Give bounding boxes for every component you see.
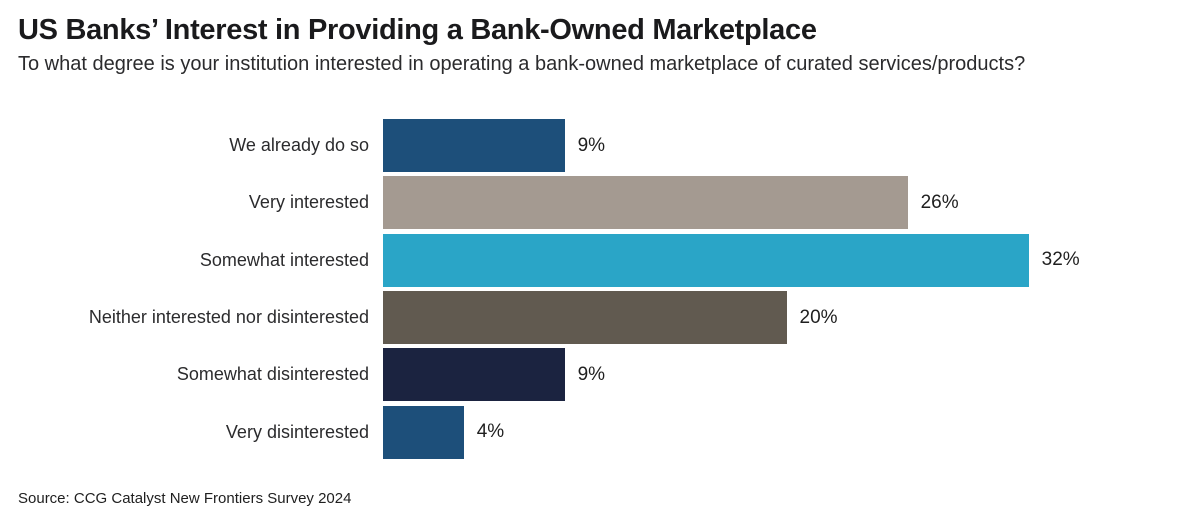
category-label: Neither interested nor disinterested: [88, 307, 369, 328]
bar-chart: We already do so 9% Very interested 26% …: [0, 117, 1200, 461]
bar: [383, 405, 464, 459]
bar-row: Very interested 26%: [0, 174, 1200, 231]
bar: [383, 348, 565, 402]
value-label: 32%: [1041, 249, 1080, 271]
bar-track: 9%: [383, 119, 1180, 173]
value-label: 20%: [799, 306, 838, 328]
chart-subtitle: To what degree is your institution inter…: [18, 53, 1026, 75]
value-label: 4%: [476, 421, 505, 443]
chart-title: US Banks’ Interest in Providing a Bank-O…: [18, 14, 817, 46]
value-label: 26%: [920, 191, 959, 213]
source-note: Source: CCG Catalyst New Frontiers Surve…: [18, 490, 352, 507]
bar-row: Neither interested nor disinterested 20%: [0, 289, 1200, 346]
bar-track: 26%: [383, 176, 1180, 230]
category-label: Very disinterested: [225, 421, 369, 442]
bar: [383, 291, 787, 345]
value-label: 9%: [577, 134, 606, 156]
bar-row: Somewhat interested 32%: [0, 232, 1200, 289]
bar: [383, 176, 908, 230]
bar-row: Somewhat disinterested 9%: [0, 346, 1200, 403]
category-label: Somewhat disinterested: [176, 364, 369, 385]
bar-row: Very disinterested 4%: [0, 403, 1200, 460]
category-label: Somewhat interested: [199, 249, 369, 270]
bar-row: We already do so 9%: [0, 117, 1200, 174]
value-label: 9%: [577, 363, 606, 385]
bar-track: 20%: [383, 291, 1180, 345]
bar-track: 9%: [383, 348, 1180, 402]
bar: [383, 119, 565, 173]
category-label: We already do so: [229, 135, 369, 156]
category-label: Very interested: [248, 192, 369, 213]
bar-track: 32%: [383, 233, 1180, 287]
bar-track: 4%: [383, 405, 1180, 459]
bar: [383, 233, 1029, 287]
